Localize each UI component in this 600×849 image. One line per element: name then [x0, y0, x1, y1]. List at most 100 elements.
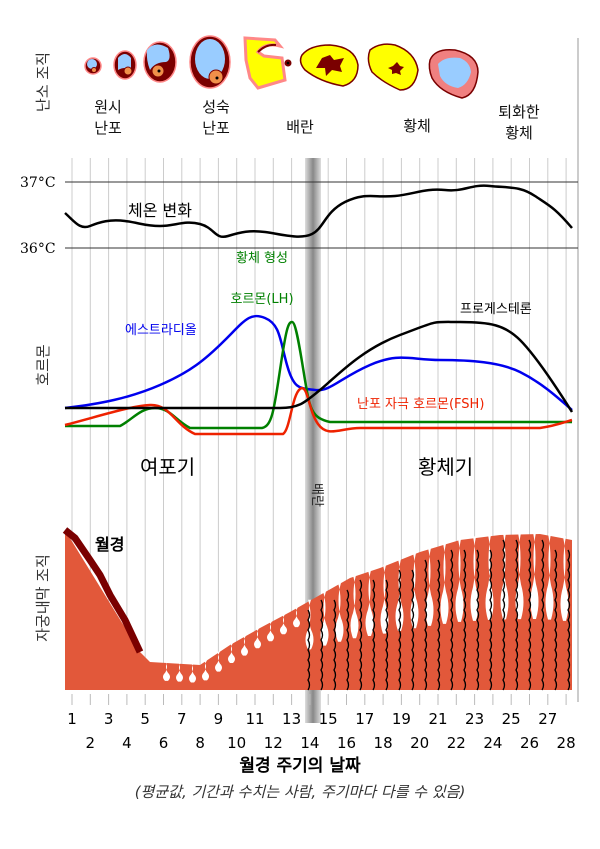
corpus-luteum-late	[367, 43, 419, 91]
spiral-artery	[528, 539, 532, 691]
spiral-artery	[398, 569, 402, 691]
day-label: 11	[245, 710, 264, 728]
endometrial-gland	[440, 543, 449, 624]
lh-label-line2: 호르몬(LH)	[230, 292, 293, 307]
day-label: 14	[300, 734, 319, 752]
day-label: 7	[177, 710, 187, 728]
spiral-artery	[450, 549, 454, 691]
temp-36-label: 36°C	[20, 241, 56, 257]
spiral-artery	[385, 579, 389, 691]
day-label: 3	[104, 710, 114, 728]
day-label: 18	[374, 734, 393, 752]
day-label: 26	[520, 734, 539, 752]
endometrial-gland	[228, 643, 235, 663]
x-axis-title: 월경 주기의 날짜	[239, 756, 361, 776]
endometrial-gland	[350, 575, 359, 639]
day-label: 16	[337, 734, 356, 752]
endometrial-gland	[365, 570, 374, 636]
day-label: 12	[264, 734, 283, 752]
endometrial-gland	[267, 621, 274, 642]
stage-degenerating-line1: 퇴화한	[498, 103, 540, 121]
day-label: 8	[195, 734, 205, 752]
day-label: 5	[140, 710, 150, 728]
spiral-artery	[346, 589, 350, 691]
endometrial-gland	[530, 532, 539, 619]
corpus-luteum	[299, 44, 359, 87]
temperature-curve	[64, 184, 573, 239]
follicle-primordial-small	[84, 57, 102, 75]
follicle-mature	[189, 35, 231, 89]
stage-corpus-luteum: 황체	[403, 117, 431, 135]
day-label: 2	[86, 734, 96, 752]
endometrial-gland	[380, 564, 389, 634]
endometrial-gland	[280, 614, 287, 635]
temp-curve-label: 체온 변화	[128, 201, 192, 220]
ovulation-bar	[305, 158, 321, 723]
spiral-artery	[463, 549, 467, 691]
stage-degenerating-line2: 황체	[505, 124, 533, 142]
follicle-ovulating	[243, 36, 292, 90]
spiral-artery	[567, 549, 571, 691]
day-label: 24	[483, 734, 502, 752]
day-ticks	[71, 694, 567, 705]
progesterone-curve	[65, 320, 574, 413]
spiral-artery	[515, 539, 519, 691]
day-label: 6	[159, 734, 169, 752]
stage-mature-line1: 성숙	[202, 98, 230, 116]
spiral-artery	[372, 579, 376, 691]
endometrial-gland	[163, 660, 170, 681]
temp-37-label: 37°C	[20, 175, 56, 191]
endometrial-gland	[560, 536, 569, 621]
day-label: 21	[428, 710, 447, 728]
fsh-curve	[64, 386, 573, 436]
fsh-label: 난포 자극 호르몬(FSH)	[357, 397, 484, 412]
endometrial-gland	[485, 534, 494, 621]
lh-label-line1: 황체 형성	[236, 251, 288, 266]
spiral-artery	[411, 569, 415, 691]
endometrial-gland	[215, 651, 222, 672]
follicle-primordial	[113, 50, 137, 80]
endometrial-gland	[241, 635, 248, 656]
day-label: 1	[67, 710, 77, 728]
estradiol-label: 에스트라디올	[125, 323, 197, 338]
day-label: 27	[538, 710, 557, 728]
footnote: (평균값, 기간과 수치는 사람, 주기마다 다를 수 있음)	[135, 783, 466, 801]
day-label: 23	[465, 710, 484, 728]
day-label: 17	[355, 710, 374, 728]
spiral-artery	[554, 549, 558, 691]
spiral-artery	[541, 539, 545, 691]
stage-mature-line2: 난포	[202, 119, 230, 137]
progesterone-label: 프로게스테론	[460, 302, 532, 317]
endometrial-gland	[395, 558, 404, 631]
day-label: 13	[282, 710, 301, 728]
spiral-artery	[307, 609, 311, 691]
spiral-artery	[424, 559, 428, 691]
endometrial-gland	[202, 660, 209, 681]
spiral-artery	[333, 599, 337, 691]
stage-primordial-line1: 원시	[94, 98, 122, 116]
endometrial-gland	[455, 538, 464, 622]
ovulation-bar-label: 배란	[309, 483, 324, 507]
day-label: 28	[557, 734, 576, 752]
day-label: 25	[502, 710, 521, 728]
stage-primordial-line2: 난포	[94, 119, 122, 137]
corpus-albicans	[428, 48, 479, 99]
luteal-phase-label: 황체기	[418, 455, 473, 479]
section-label-hormones: 호르몬	[34, 344, 52, 385]
day-label: 20	[410, 734, 429, 752]
endometrium-tissue	[62, 527, 572, 691]
endometrial-gland	[335, 582, 344, 642]
day-label: 10	[227, 734, 246, 752]
spiral-artery	[489, 549, 493, 691]
section-label-endometrium: 자궁내막 조직	[34, 554, 52, 642]
follicular-phase-label: 여포기	[140, 455, 195, 479]
spiral-artery	[476, 549, 480, 691]
endometrial-gland	[545, 533, 554, 620]
day-label: 22	[447, 734, 466, 752]
day-label: 19	[392, 710, 411, 728]
endometrial-gland	[189, 662, 196, 683]
spiral-artery	[502, 539, 506, 691]
spiral-artery	[320, 599, 324, 691]
